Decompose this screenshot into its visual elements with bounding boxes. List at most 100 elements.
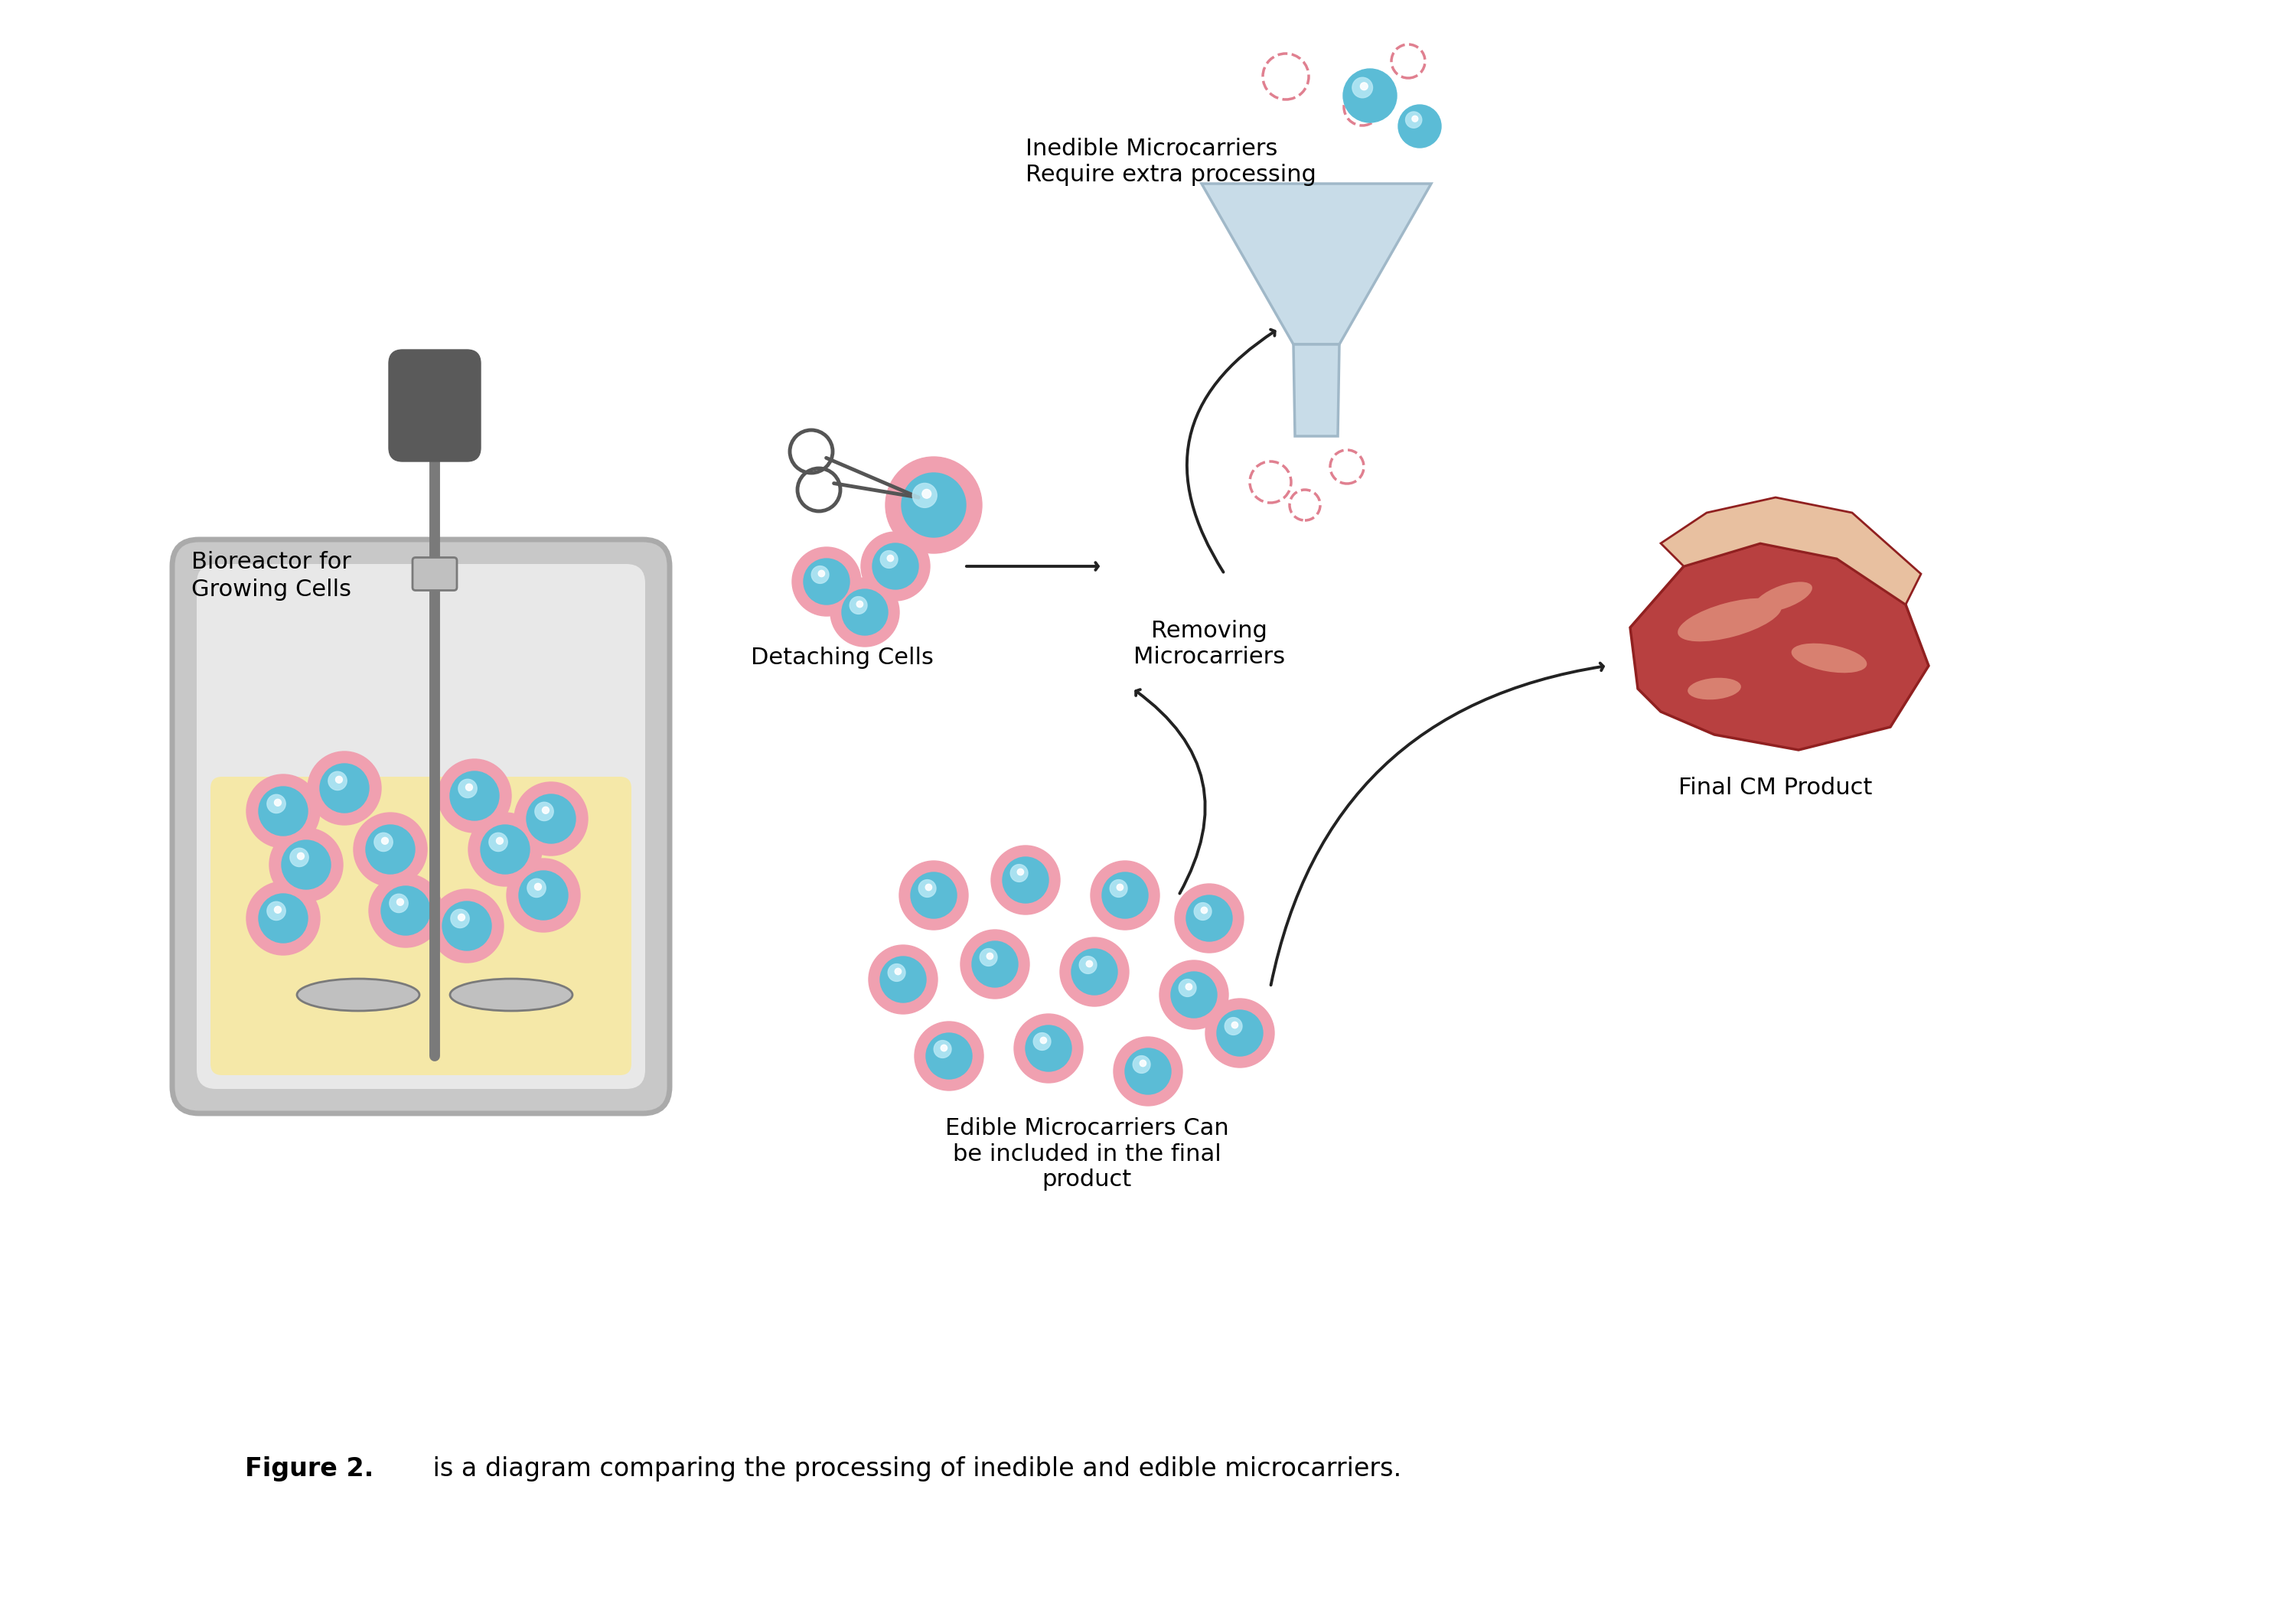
Circle shape xyxy=(872,543,918,590)
FancyBboxPatch shape xyxy=(197,564,645,1090)
Circle shape xyxy=(1224,1017,1242,1035)
Circle shape xyxy=(1132,1056,1150,1073)
Circle shape xyxy=(1040,1037,1047,1043)
Circle shape xyxy=(850,596,868,614)
Circle shape xyxy=(1003,857,1049,903)
Circle shape xyxy=(1178,979,1196,996)
Circle shape xyxy=(861,532,930,601)
Text: Detaching Cells: Detaching Cells xyxy=(751,646,932,669)
Circle shape xyxy=(912,873,957,918)
Circle shape xyxy=(900,861,969,930)
Circle shape xyxy=(1086,961,1093,967)
Circle shape xyxy=(1072,948,1118,995)
Circle shape xyxy=(381,885,429,935)
Circle shape xyxy=(1405,112,1421,129)
Circle shape xyxy=(390,893,409,913)
Circle shape xyxy=(259,893,308,943)
Circle shape xyxy=(987,953,994,959)
Circle shape xyxy=(246,882,319,955)
Circle shape xyxy=(925,1033,971,1078)
Circle shape xyxy=(923,489,932,498)
Circle shape xyxy=(468,813,542,885)
Circle shape xyxy=(528,879,546,897)
Circle shape xyxy=(960,930,1029,998)
Circle shape xyxy=(879,956,925,1003)
Circle shape xyxy=(1171,972,1217,1017)
Circle shape xyxy=(1217,1011,1263,1056)
Circle shape xyxy=(480,824,530,874)
Text: is a diagram comparing the processing of inedible and edible microcarriers.: is a diagram comparing the processing of… xyxy=(425,1456,1401,1482)
Circle shape xyxy=(868,945,937,1014)
Polygon shape xyxy=(1630,543,1929,750)
Circle shape xyxy=(443,902,491,950)
Circle shape xyxy=(450,910,468,927)
Circle shape xyxy=(1125,1048,1171,1094)
Circle shape xyxy=(843,590,889,635)
Circle shape xyxy=(1398,104,1442,148)
Circle shape xyxy=(381,837,388,844)
Circle shape xyxy=(879,551,898,569)
Text: Removing
Microcarriers: Removing Microcarriers xyxy=(1134,620,1286,669)
Circle shape xyxy=(1079,956,1097,974)
Circle shape xyxy=(535,884,542,890)
Circle shape xyxy=(1176,884,1244,953)
Circle shape xyxy=(804,559,850,604)
Text: Edible Microcarriers Can
be included in the final
product: Edible Microcarriers Can be included in … xyxy=(946,1117,1228,1191)
Circle shape xyxy=(296,853,303,860)
Circle shape xyxy=(526,794,576,844)
Circle shape xyxy=(886,554,893,561)
Circle shape xyxy=(273,799,280,807)
Circle shape xyxy=(1352,77,1373,98)
Circle shape xyxy=(918,879,937,897)
Circle shape xyxy=(1109,879,1127,897)
Circle shape xyxy=(1359,82,1368,90)
Polygon shape xyxy=(1660,498,1922,604)
Circle shape xyxy=(370,874,443,948)
FancyBboxPatch shape xyxy=(388,350,480,461)
Ellipse shape xyxy=(296,979,420,1011)
Circle shape xyxy=(980,948,996,966)
Circle shape xyxy=(1194,903,1212,921)
Circle shape xyxy=(934,1040,951,1057)
Circle shape xyxy=(895,969,902,975)
Circle shape xyxy=(308,752,381,824)
Circle shape xyxy=(817,570,824,577)
Circle shape xyxy=(1343,69,1396,122)
Circle shape xyxy=(246,775,319,848)
Text: Figure 2.: Figure 2. xyxy=(246,1456,374,1482)
Circle shape xyxy=(1010,865,1029,882)
Circle shape xyxy=(1061,937,1130,1006)
Circle shape xyxy=(519,871,567,919)
Circle shape xyxy=(466,784,473,791)
FancyBboxPatch shape xyxy=(172,540,670,1114)
Circle shape xyxy=(810,566,829,583)
Circle shape xyxy=(1185,983,1192,990)
Text: Inedible Microcarriers
Require extra processing: Inedible Microcarriers Require extra pro… xyxy=(1026,138,1316,186)
Circle shape xyxy=(792,546,861,615)
Circle shape xyxy=(273,906,280,913)
FancyBboxPatch shape xyxy=(211,776,631,1075)
Circle shape xyxy=(507,858,581,932)
Circle shape xyxy=(439,759,512,832)
Circle shape xyxy=(397,898,404,905)
Circle shape xyxy=(457,914,464,921)
Ellipse shape xyxy=(450,979,572,1011)
Circle shape xyxy=(282,840,331,889)
Circle shape xyxy=(912,484,937,508)
Text: Bioreactor for
Growing Cells: Bioreactor for Growing Cells xyxy=(191,551,351,601)
Ellipse shape xyxy=(1678,598,1782,641)
Circle shape xyxy=(429,889,503,963)
Circle shape xyxy=(266,794,285,813)
Circle shape xyxy=(1017,869,1024,876)
Circle shape xyxy=(856,601,863,607)
Circle shape xyxy=(925,884,932,890)
Circle shape xyxy=(1187,895,1233,942)
Circle shape xyxy=(269,828,342,902)
Circle shape xyxy=(831,579,900,646)
Circle shape xyxy=(542,807,549,813)
Circle shape xyxy=(1026,1025,1072,1072)
Circle shape xyxy=(514,783,588,855)
Circle shape xyxy=(289,848,308,866)
Circle shape xyxy=(971,942,1017,987)
Text: Final CM Product: Final CM Product xyxy=(1678,776,1874,799)
